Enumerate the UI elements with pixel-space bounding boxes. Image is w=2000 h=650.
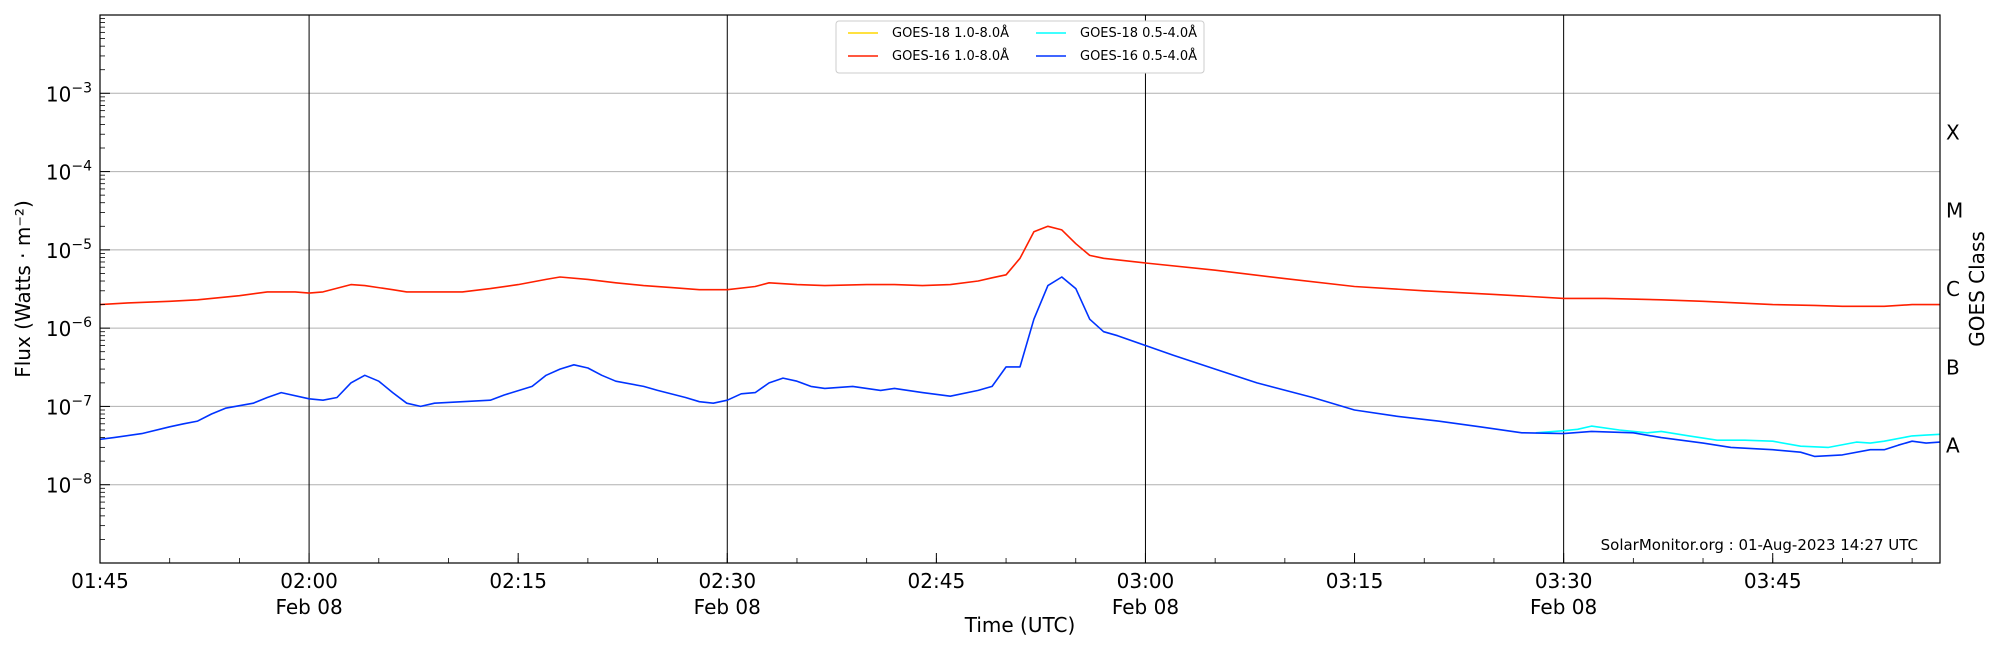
y-tick-exponent: −6	[71, 315, 92, 331]
y-tick-exponent: −5	[71, 237, 92, 253]
y-tick-label: 10−8	[46, 472, 92, 498]
y-tick-exponent: −4	[71, 159, 92, 175]
y-tick-base: 10	[46, 82, 71, 106]
plot-frame	[99, 14, 1941, 564]
goes-class-axis-label: GOES Class	[1965, 231, 1989, 347]
axis-ticks	[99, 18, 1913, 563]
series-line-goes-18-0-5-4-0-	[1535, 425, 1941, 449]
y-tick-base: 10	[46, 161, 71, 185]
x-tick-date-label: Feb 08	[275, 595, 342, 619]
y-tick-base: 10	[46, 317, 71, 341]
y-tick-label: 10−6	[46, 315, 92, 341]
x-tick-date-label: Feb 08	[1112, 595, 1179, 619]
x-tick-label: 02:15	[489, 569, 547, 593]
x-tick-label: 01:45	[71, 569, 129, 593]
day-marker-lines	[308, 15, 1565, 563]
legend-entry-label: GOES-16 0.5-4.0Å	[1080, 48, 1197, 64]
x-tick-label: 03:00	[1117, 569, 1175, 593]
y-tick-exponent: −7	[71, 393, 92, 409]
x-tick-date-label: Feb 08	[1530, 595, 1597, 619]
series-line-goes-16-0-5-4-0-	[99, 276, 1941, 458]
legend-entry-label: GOES-18 0.5-4.0Å	[1080, 25, 1197, 41]
goes-class-label: M	[1946, 199, 1963, 223]
y-tick-base: 10	[46, 395, 71, 419]
legend: GOES-18 1.0-8.0Å GOES-16 1.0-8.0Å GOES-18 …	[835, 20, 1205, 74]
x-tick-label: 02:00	[280, 569, 338, 593]
x-tick-label: 03:15	[1326, 569, 1384, 593]
y-tick-base: 10	[46, 474, 71, 498]
credit-text: SolarMonitor.org : 01-Aug-2023 14:27 UTC	[1601, 536, 1918, 554]
x-axis-label: Time (UTC)	[964, 613, 1076, 637]
x-tick-label: 02:45	[908, 569, 966, 593]
legend-box	[835, 20, 1205, 74]
y-axis-label: Flux (Watts · m⁻²)	[11, 200, 35, 378]
y-tick-base: 10	[46, 239, 71, 263]
goes-class-label: A	[1946, 434, 1960, 458]
legend-entry-label: GOES-18 1.0-8.0Å	[892, 25, 1009, 41]
x-tick-label: 03:30	[1535, 569, 1593, 593]
goes-class-label: B	[1946, 355, 1960, 379]
goes-class-label: C	[1946, 277, 1960, 301]
series-line-goes-16-1-0-8-0-	[99, 225, 1940, 308]
y-tick-exponent: −3	[71, 80, 92, 96]
y-tick-label: 10−3	[46, 80, 92, 106]
x-tick-label: 03:45	[1744, 569, 1802, 593]
y-tick-exponent: −8	[71, 472, 92, 488]
y-tick-label: 10−4	[46, 159, 92, 185]
grid-lines	[100, 92, 1940, 486]
flux-series	[99, 225, 1941, 458]
y-tick-label: 10−7	[46, 393, 92, 419]
x-tick-label: 02:30	[698, 569, 756, 593]
y-tick-label: 10−5	[46, 237, 92, 263]
x-tick-date-label: Feb 08	[694, 595, 761, 619]
legend-entry-label: GOES-16 1.0-8.0Å	[892, 48, 1009, 64]
goes-class-label: X	[1946, 120, 1960, 144]
